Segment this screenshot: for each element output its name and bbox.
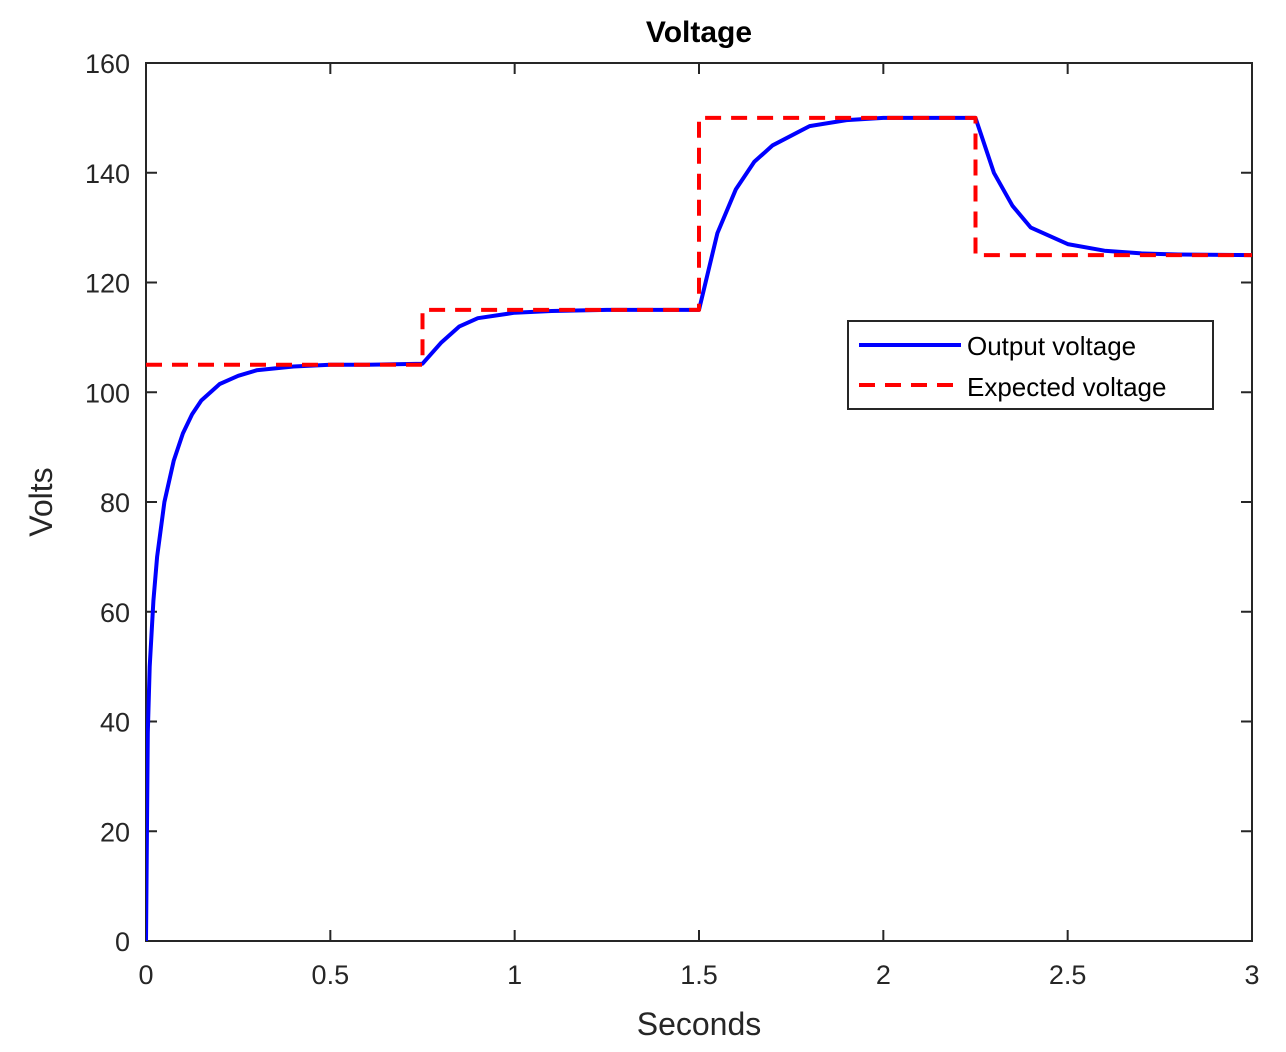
x-tick-label: 3 <box>1244 960 1259 990</box>
y-tick-label: 0 <box>115 927 130 957</box>
x-tick-label: 0.5 <box>312 960 350 990</box>
legend-label-expected-voltage: Expected voltage <box>967 372 1166 402</box>
series-line-expected-voltage <box>146 115 1252 367</box>
y-tick-label: 80 <box>100 488 130 518</box>
y-axis-label: Volts <box>23 467 59 536</box>
x-tick-label: 1 <box>507 960 522 990</box>
y-tick-label: 120 <box>85 269 130 299</box>
axis-ticks <box>145 62 1253 942</box>
legend-box <box>847 320 1214 410</box>
legend-label-output-voltage: Output voltage <box>967 331 1136 361</box>
y-tick-label: 20 <box>100 817 130 847</box>
x-tick-label: 1.5 <box>680 960 718 990</box>
x-tick-label: 0 <box>138 960 153 990</box>
x-tick-labels: 0 0.5 1 1.5 2 2.5 3 <box>138 960 1259 990</box>
plot-background <box>145 62 1253 942</box>
series-line-output-voltage <box>146 115 1252 941</box>
x-tick-label: 2 <box>876 960 891 990</box>
x-axis-label: Seconds <box>637 1006 762 1042</box>
y-tick-label: 140 <box>85 159 130 189</box>
y-tick-labels: 0 20 40 60 80 100 120 140 160 <box>85 49 130 957</box>
y-tick-label: 60 <box>100 598 130 628</box>
y-tick-label: 160 <box>85 49 130 79</box>
series-layer <box>146 115 1252 941</box>
y-tick-label: 100 <box>85 378 130 408</box>
y-tick-label: 40 <box>100 708 130 738</box>
chart-title: Voltage <box>646 16 752 49</box>
legend: Output voltage Expected voltage <box>847 320 1214 410</box>
x-tick-label: 2.5 <box>1049 960 1087 990</box>
